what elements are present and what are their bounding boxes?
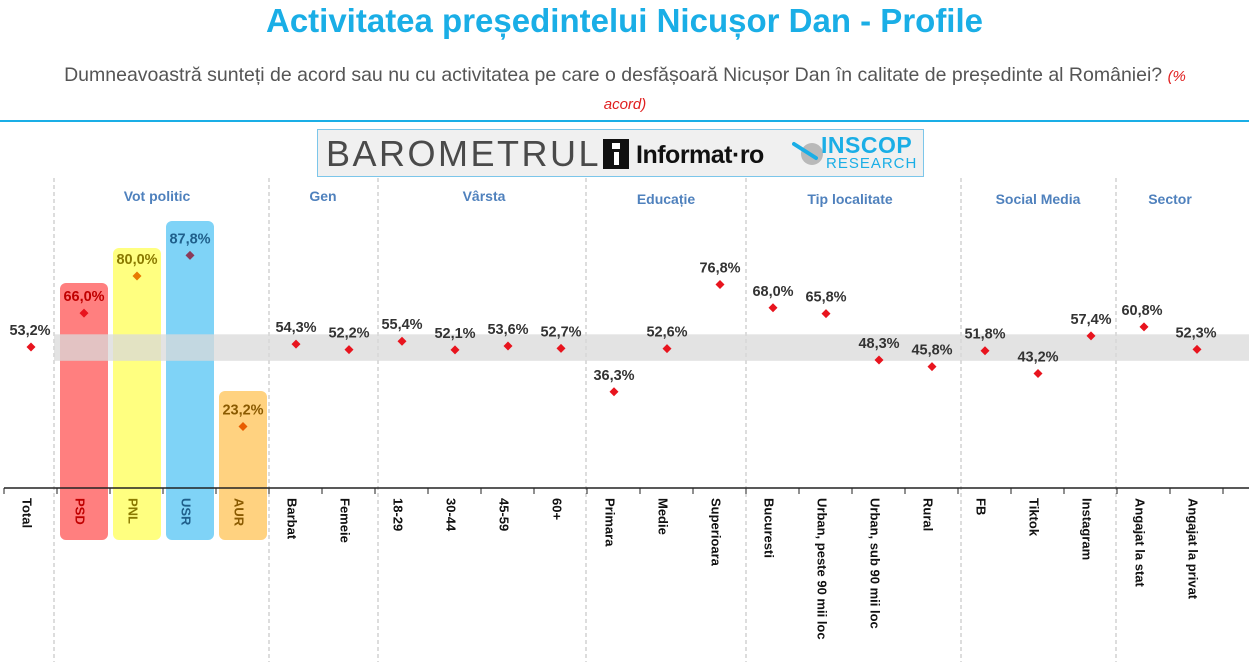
group-label: Tip localitate	[807, 191, 893, 207]
data-label: 52,2%	[328, 326, 369, 342]
data-label: 80,0%	[116, 252, 157, 268]
unit-note: (% acord)	[603, 68, 1186, 113]
data-point	[1192, 344, 1202, 354]
category-label: 30-44	[444, 498, 459, 532]
category-label: USR	[179, 498, 194, 526]
category-label: PSD	[73, 498, 88, 525]
data-point	[344, 345, 354, 355]
category-label: Bucuresti	[762, 498, 777, 558]
category-label: Angajat la privat	[1186, 498, 1201, 600]
category-label: Urban, peste 90 mii loc	[815, 498, 830, 640]
informat-wordmark: Informat·ro	[636, 141, 764, 169]
data-label: 60,8%	[1121, 303, 1162, 319]
category-label: PNL	[126, 498, 141, 524]
group-label: Gen	[309, 188, 336, 204]
data-point	[238, 422, 248, 432]
group-label: Vârsta	[463, 188, 506, 204]
chart-subtitle: Dumneavoastră sunteți de acord sau nu cu…	[60, 62, 1190, 118]
informat-logo-icon	[603, 139, 629, 169]
category-label: Barbat	[285, 498, 300, 540]
category-label: Superioara	[709, 498, 724, 567]
data-label: 23,2%	[222, 403, 263, 419]
category-label: Urban, sub 90 mii loc	[868, 498, 883, 629]
data-point	[874, 355, 884, 365]
data-label: 48,3%	[858, 336, 899, 352]
category-label: 18-29	[391, 498, 406, 531]
data-label: 52,1%	[434, 326, 475, 342]
data-label: 52,7%	[540, 324, 581, 340]
data-label: 53,2%	[9, 323, 50, 339]
data-point	[132, 271, 142, 281]
group-label: Social Media	[996, 191, 1081, 207]
data-point	[556, 343, 566, 353]
category-label: 60+	[550, 498, 565, 520]
data-label: 53,6%	[487, 322, 528, 338]
inscop-logo-icon	[792, 142, 823, 165]
data-point	[768, 303, 778, 313]
category-label: FB	[974, 498, 989, 515]
data-label: 65,8%	[805, 290, 846, 306]
party-bar-usr	[166, 221, 214, 540]
chart-title: Activitatea președintelui Nicușor Dan - …	[265, 2, 983, 39]
data-point	[450, 345, 460, 355]
research-wordmark: RESEARCH	[826, 155, 918, 172]
group-label: Vot politic	[124, 188, 191, 204]
barometer-wordmark: BAROMETRUL	[326, 133, 602, 174]
group-label: Sector	[1148, 191, 1192, 207]
data-label: 76,8%	[699, 260, 740, 276]
data-label: 52,3%	[1175, 325, 1216, 341]
data-point	[291, 339, 301, 349]
data-point	[503, 341, 513, 351]
category-label: Total	[20, 498, 35, 528]
data-label: 36,3%	[593, 368, 634, 384]
data-point	[662, 344, 672, 354]
data-point	[185, 250, 195, 260]
data-point	[1139, 322, 1149, 332]
category-label: Femeie	[338, 498, 353, 543]
inscop-wordmark: INSCOP	[821, 132, 913, 158]
category-label: Angajat la stat	[1133, 498, 1148, 588]
data-point	[927, 362, 937, 372]
data-label: 66,0%	[63, 289, 104, 305]
data-label: 51,8%	[964, 327, 1005, 343]
data-point	[1086, 331, 1096, 341]
category-label: 45-59	[497, 498, 512, 531]
data-label: 54,3%	[275, 320, 316, 336]
party-bar-aur	[219, 391, 267, 540]
category-label: Instagram	[1080, 498, 1095, 560]
header-divider	[0, 120, 1249, 122]
data-label: 68,0%	[752, 284, 793, 300]
data-point	[609, 387, 619, 397]
party-bar-pnl	[113, 248, 161, 540]
category-label: Medie	[656, 498, 671, 535]
category-label: Rural	[921, 498, 936, 531]
data-label: 43,2%	[1017, 350, 1058, 366]
data-label: 52,6%	[646, 325, 687, 341]
data-label: 57,4%	[1070, 312, 1111, 328]
data-label: 45,8%	[911, 343, 952, 359]
data-point	[79, 308, 89, 318]
category-label: Tiktok	[1027, 498, 1042, 537]
data-point	[26, 342, 36, 352]
group-label: Educație	[637, 191, 696, 207]
question-text: Dumneavoastră sunteți de acord sau nu cu…	[64, 64, 1163, 86]
data-point	[1033, 369, 1043, 379]
reference-band	[54, 334, 1249, 361]
sponsor-logo-banner: BAROMETRUL Informat·ro INSCOP RESEARCH	[317, 129, 924, 177]
data-point	[980, 346, 990, 356]
data-label: 87,8%	[169, 231, 210, 247]
category-label: Primara	[603, 498, 618, 547]
data-point	[397, 336, 407, 346]
category-label: AUR	[232, 498, 247, 527]
data-label: 55,4%	[381, 317, 422, 333]
data-point	[821, 309, 831, 319]
data-point	[715, 279, 725, 289]
